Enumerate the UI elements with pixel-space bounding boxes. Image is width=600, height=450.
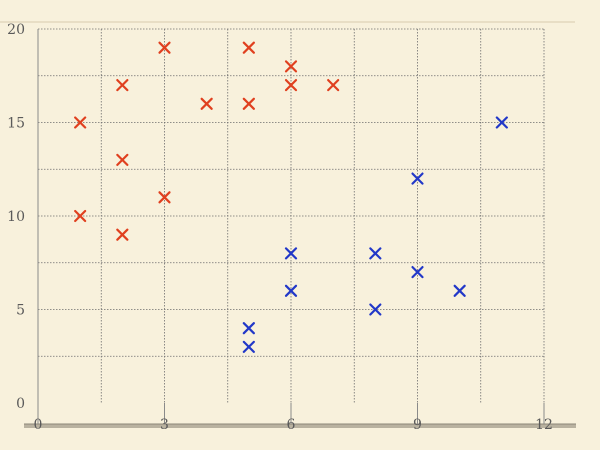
x-tick-label: 9 <box>413 417 422 433</box>
data-point-red <box>200 97 213 110</box>
data-point-red <box>116 153 129 166</box>
data-point-blue <box>453 284 466 297</box>
data-point-blue <box>284 247 298 260</box>
x-tick-label: 0 <box>34 417 43 433</box>
x-tick-label: 12 <box>535 417 553 433</box>
data-point-red <box>242 41 255 54</box>
y-tick-label: 10 <box>7 209 25 225</box>
x-tick-label: 3 <box>160 417 169 433</box>
data-point-red <box>74 116 87 129</box>
data-point-red <box>116 78 129 92</box>
data-point-red <box>158 41 171 54</box>
data-points <box>74 41 508 353</box>
data-point-red <box>74 209 87 223</box>
data-point-blue <box>369 303 382 316</box>
y-tick-label: 0 <box>16 396 25 412</box>
y-tick-label: 5 <box>16 303 25 319</box>
data-point-blue <box>284 284 298 297</box>
axes <box>0 21 576 428</box>
data-point-blue <box>242 340 255 353</box>
x-tick-label: 6 <box>287 417 296 433</box>
data-point-red <box>284 60 298 73</box>
x-axis-line <box>24 424 576 428</box>
data-point-red <box>242 97 255 110</box>
grid <box>38 28 545 403</box>
data-point-red <box>158 191 171 204</box>
data-point-blue <box>369 247 382 260</box>
tick-labels: 0 3 6 9 12 0 5 10 15 20 <box>7 22 553 433</box>
data-point-red <box>284 78 298 92</box>
data-point-blue <box>495 116 508 129</box>
data-point-blue <box>411 266 424 279</box>
y-tick-label: 20 <box>7 22 25 38</box>
data-point-blue <box>411 172 424 185</box>
data-point-red <box>327 78 340 92</box>
data-point-blue <box>242 322 255 335</box>
data-point-red <box>116 228 129 241</box>
y-tick-label: 15 <box>7 116 25 132</box>
